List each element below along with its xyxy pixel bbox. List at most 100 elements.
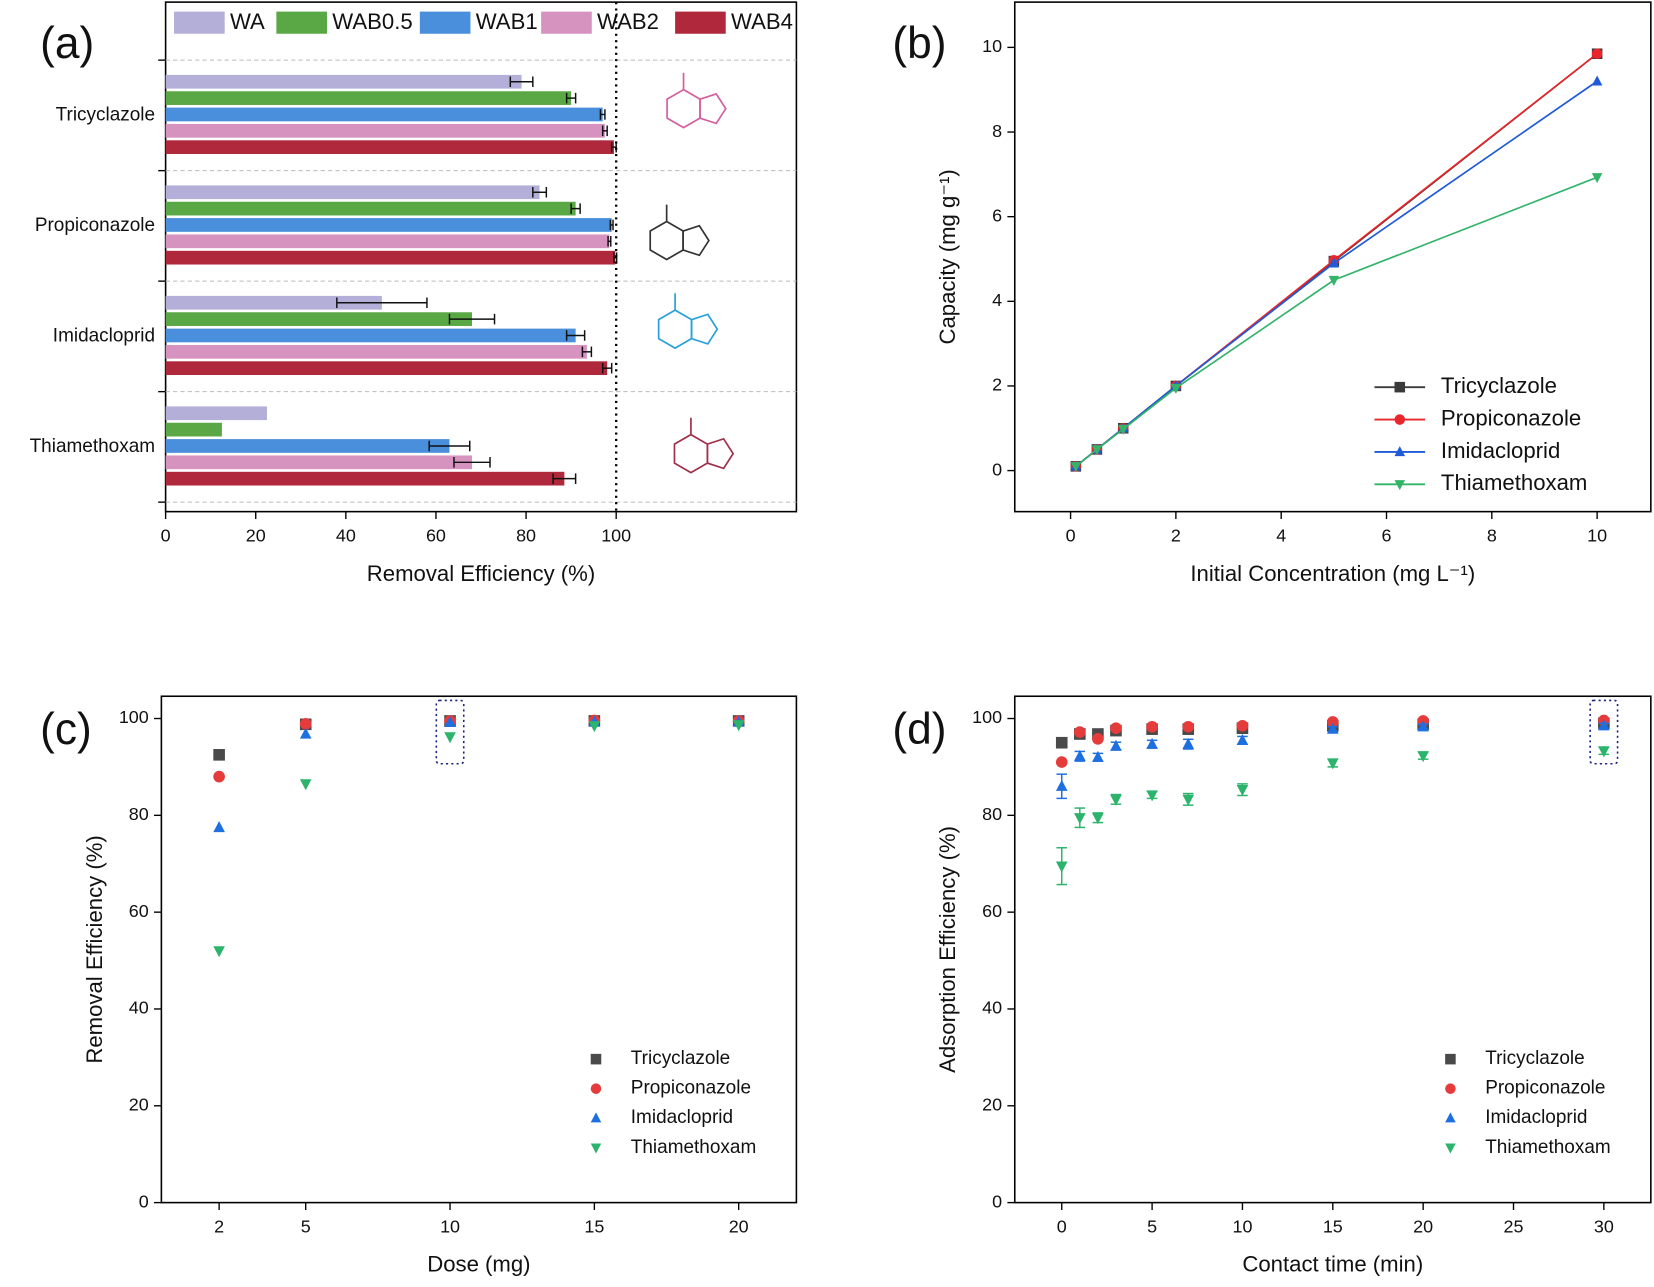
legend-label: Tricyclazole	[631, 1048, 730, 1069]
marker	[1074, 726, 1086, 738]
marker	[1598, 719, 1610, 731]
marker	[1055, 756, 1068, 768]
error-bar	[336, 297, 428, 309]
y-axis-label: Capacity (mg g⁻¹)	[935, 169, 960, 344]
highlight-box	[435, 699, 465, 765]
x-tick-label: 40	[336, 526, 356, 546]
legend-marker	[590, 1083, 602, 1094]
legend-marker	[1394, 414, 1406, 425]
x-tick-label: 15	[1323, 1217, 1343, 1237]
category-label: Thiamethoxam	[30, 436, 155, 457]
marker	[1598, 746, 1610, 758]
legend-label: Imidacloprid	[631, 1107, 733, 1128]
panel-label: (c)	[40, 705, 92, 754]
x-axis-label: Removal Efficiency (%)	[367, 561, 595, 586]
marker	[213, 821, 225, 833]
error-bar	[601, 125, 608, 137]
x-tick-label: 2	[214, 1217, 224, 1237]
marker	[1055, 736, 1068, 749]
bar	[165, 406, 267, 421]
category-label: Tricyclazole	[56, 104, 155, 125]
marker	[1417, 720, 1429, 732]
legend-label: Propiconazole	[1485, 1078, 1605, 1099]
marker	[1236, 733, 1249, 745]
x-tick-label: 20	[246, 526, 266, 546]
structure-tricyclazole	[666, 71, 727, 129]
legend-marker	[590, 1112, 602, 1123]
marker	[1591, 173, 1603, 184]
marker	[1170, 383, 1182, 394]
marker	[299, 718, 312, 730]
marker	[1110, 739, 1122, 751]
error-bar	[581, 346, 593, 358]
x-tick-label: 2	[1171, 526, 1181, 546]
legend-label: Propiconazole	[1441, 405, 1581, 430]
y-tick-label: 80	[129, 804, 149, 824]
error-bar	[609, 219, 614, 231]
bar	[165, 471, 565, 486]
marker	[213, 749, 225, 761]
y-tick-label: 80	[982, 804, 1002, 824]
error-bar	[532, 186, 548, 198]
bar	[165, 201, 576, 216]
marker	[1182, 720, 1195, 733]
bar	[165, 250, 616, 265]
y-tick-label: 100	[972, 707, 1002, 727]
y-tick-label: 100	[119, 707, 149, 727]
marker	[1110, 794, 1122, 806]
legend-marker	[1445, 1053, 1456, 1065]
marker	[1091, 445, 1103, 456]
marker	[1326, 716, 1339, 728]
marker	[299, 727, 312, 739]
marker	[1055, 779, 1068, 791]
x-tick-label: 10	[1587, 526, 1607, 546]
y-tick-label: 0	[992, 459, 1002, 479]
error-bar	[428, 440, 471, 452]
x-tick-label: 10	[440, 1217, 460, 1237]
legend-label: WAB2	[597, 9, 659, 34]
legend-label: Thiamethoxam	[1485, 1137, 1610, 1158]
category-label: Propiconazole	[35, 215, 155, 236]
marker	[213, 770, 225, 783]
bar	[165, 91, 572, 105]
legend-label: Thiamethoxam	[1441, 470, 1587, 495]
legend-label: Propiconazole	[631, 1078, 751, 1099]
x-tick-label: 8	[1487, 526, 1497, 546]
bar	[165, 123, 605, 138]
marker	[1092, 750, 1104, 762]
marker	[1074, 749, 1086, 761]
panel-label: (d)	[892, 705, 946, 754]
error-bar	[607, 236, 612, 247]
y-tick-label: 20	[129, 1095, 149, 1115]
y-tick-label: 0	[992, 1191, 1002, 1211]
panel-label: (a)	[40, 19, 94, 68]
legend-label: WAB4	[731, 9, 793, 34]
legend-label: Imidacloprid	[1485, 1107, 1587, 1128]
error-bar	[613, 252, 618, 263]
bar	[165, 185, 540, 200]
legend-marker	[1394, 381, 1406, 393]
legend-label: WA	[230, 9, 265, 34]
legend-swatch	[541, 11, 592, 34]
y-tick-label: 20	[982, 1095, 1002, 1115]
x-tick-label: 25	[1504, 1217, 1524, 1237]
x-tick-label: 6	[1382, 526, 1392, 546]
bar	[165, 234, 610, 249]
marker	[299, 779, 312, 791]
error-bar	[509, 76, 534, 88]
error-bar	[565, 330, 586, 341]
marker	[1110, 722, 1122, 734]
marker	[1182, 737, 1195, 749]
x-tick-label: 15	[584, 1217, 604, 1237]
marker	[1591, 75, 1603, 86]
legend-label: Tricyclazole	[1485, 1048, 1584, 1069]
bar	[165, 328, 576, 343]
y-tick-label: 8	[992, 121, 1002, 141]
marker	[444, 732, 456, 744]
bar	[165, 439, 450, 453]
x-tick-label: 5	[1147, 1217, 1157, 1237]
x-tick-label: 10	[1232, 1217, 1252, 1237]
bar	[165, 218, 612, 232]
x-tick-label: 0	[1066, 526, 1076, 546]
